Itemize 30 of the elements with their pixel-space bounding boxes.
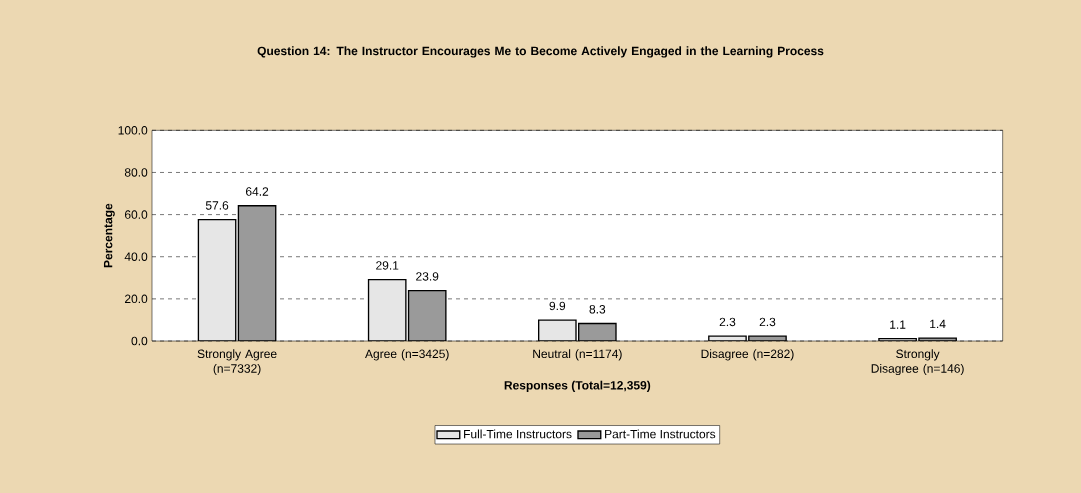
- y-tick-label: 20.0: [124, 294, 148, 304]
- y-tick-label: 100.0: [118, 126, 148, 135]
- x-tick-label: Strongly Disagree (n=146): [871, 349, 964, 376]
- data-label: 2.3: [759, 317, 776, 327]
- x-axis-title: Responses (Total=12,359): [504, 380, 651, 392]
- data-label: 1.1: [890, 320, 906, 329]
- data-label: 8.3: [589, 305, 606, 314]
- chart-title: Question 14: The Instructor Encourages Me to Become Actively Engaged in the Learning Process: [257, 46, 824, 58]
- bar: [407, 289, 447, 341]
- data-label: 9.9: [549, 301, 566, 311]
- bar: [197, 218, 237, 341]
- x-tick-label: Neutral (n=1174): [533, 349, 622, 361]
- y-tick-label: 0.0: [131, 336, 148, 346]
- x-tick-label: Disagree (n=282): [701, 349, 794, 361]
- y-tick-label: 40.0: [124, 252, 148, 261]
- bar: [367, 279, 407, 341]
- data-label: 57.6: [205, 201, 229, 210]
- data-label: 23.9: [416, 272, 439, 281]
- bar: [237, 205, 277, 341]
- y-tick-label: 80.0: [124, 168, 148, 177]
- x-tick-label: Agree (n=3425): [365, 349, 449, 361]
- legend-label: Full-Time Instructors: [464, 429, 572, 439]
- data-label: 29.1: [376, 261, 399, 270]
- legend-label: Part-Time Instructors: [605, 429, 716, 439]
- data-label: 64.2: [246, 187, 269, 196]
- data-label: 2.3: [719, 317, 736, 327]
- y-axis-title: Percentage: [103, 203, 115, 268]
- data-label: 1.4: [930, 319, 946, 329]
- y-tick-label: 60.0: [124, 210, 148, 219]
- x-tick-label: Strongly Agree (n=7332): [197, 349, 277, 376]
